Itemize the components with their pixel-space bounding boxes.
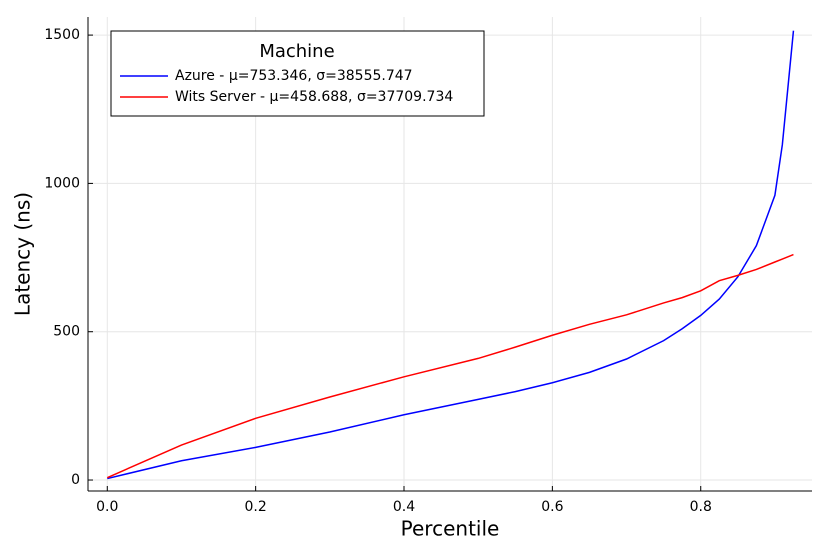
x-tick-label: 0.0 [96,499,118,515]
legend-label: Azure - μ=753.346, σ=38555.747 [175,68,413,84]
legend-box [110,30,485,117]
y-tick-label: 1500 [44,27,80,43]
x-tick-label: 0.4 [393,499,415,515]
series-line [106,253,794,479]
series-line [107,30,795,480]
legend-label: Wits Server - μ=458.688, σ=37709.734 [175,89,453,105]
x-tick-label: 0.8 [690,499,712,515]
legend-title: Machine [259,41,334,62]
x-tick-label: 0.2 [245,499,267,515]
x-tick-label: 0.6 [541,499,563,515]
y-axis-label: Latency (ns) [11,192,35,316]
y-tick-label: 0 [71,472,80,488]
y-tick-label: 500 [53,324,80,340]
y-tick-label: 1000 [44,175,80,191]
x-axis-label: Percentile [401,517,500,541]
